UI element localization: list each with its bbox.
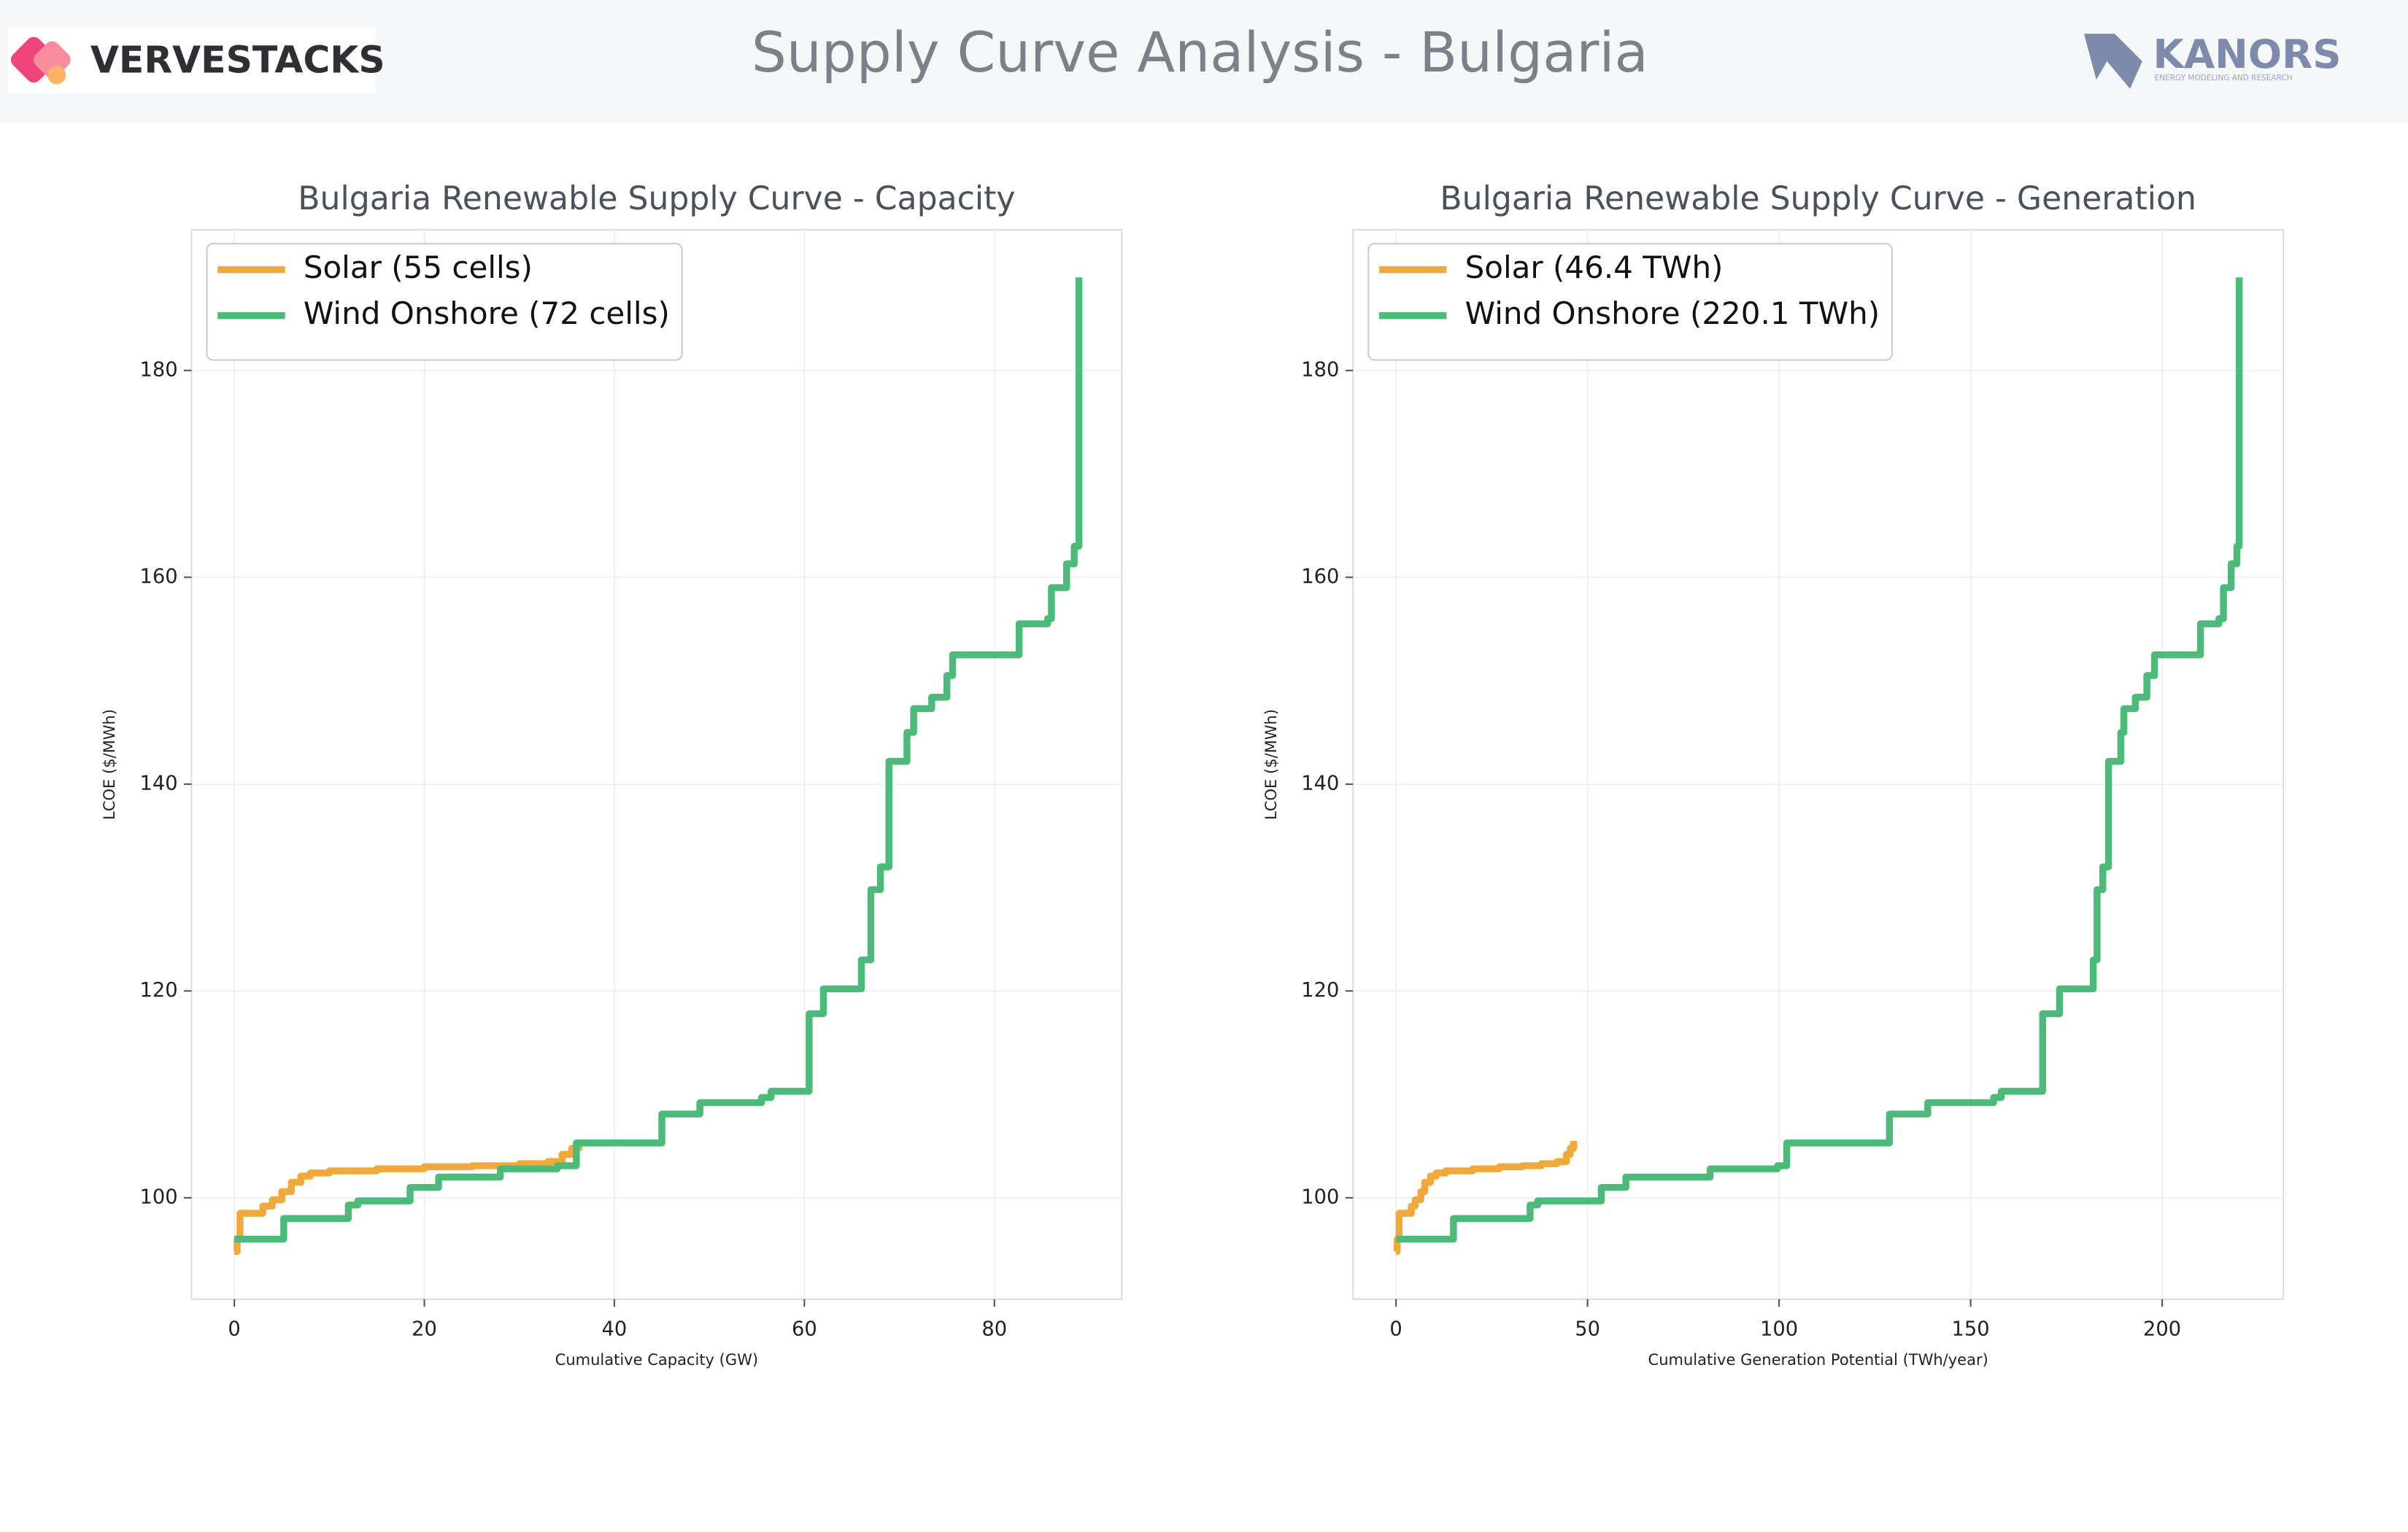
y-tick-label: 180 <box>1301 358 1339 381</box>
logo-right-text: KANORS <box>2153 31 2342 77</box>
plot-frame <box>190 228 1123 1300</box>
logo-left-text: VERVESTACKS <box>90 39 385 82</box>
plot-frame <box>1352 228 2285 1300</box>
x-tick-label: 40 <box>602 1318 628 1340</box>
legend-box <box>1367 242 1893 361</box>
x-tick-label: 50 <box>1575 1318 1600 1340</box>
y-tick-label: 140 <box>140 772 178 794</box>
y-axis-label: LCOE ($/MWh) <box>1262 709 1280 820</box>
y-tick-label: 100 <box>140 1185 178 1208</box>
x-tick-label: 100 <box>1760 1318 1798 1340</box>
chart-title: Bulgaria Renewable Supply Curve - Capaci… <box>298 180 1015 217</box>
series-line <box>1396 277 2243 1243</box>
legend-label: Solar (46.4 TWh) <box>1465 249 1724 285</box>
logo-right-subtext: ENERGY MODELING AND RESEARCH <box>2155 74 2293 82</box>
x-tick-label: 0 <box>1389 1318 1402 1340</box>
legend-box <box>206 242 683 361</box>
y-tick-label: 120 <box>140 979 178 1002</box>
chart-title: Bulgaria Renewable Supply Curve - Genera… <box>1440 180 2196 217</box>
legend-label: Solar (55 cells) <box>304 249 533 285</box>
page-title: Supply Curve Analysis - Bulgaria <box>752 20 1648 85</box>
x-tick-label: 0 <box>228 1318 240 1340</box>
y-tick-label: 140 <box>1301 772 1339 794</box>
y-tick-label: 100 <box>1301 1185 1339 1208</box>
x-tick-label: 20 <box>412 1318 437 1340</box>
logo-right-icon <box>2084 34 2142 89</box>
logo-left-icon <box>47 66 66 85</box>
series-line <box>234 277 1083 1243</box>
y-tick-label: 160 <box>1301 565 1339 588</box>
y-tick-label: 180 <box>140 358 178 381</box>
y-axis-label: LCOE ($/MWh) <box>101 709 118 820</box>
legend-label: Wind Onshore (220.1 TWh) <box>1465 295 1880 331</box>
y-tick-label: 160 <box>140 565 178 588</box>
x-axis-label: Cumulative Capacity (GW) <box>555 1351 758 1369</box>
y-tick-label: 120 <box>1301 979 1339 1002</box>
x-tick-label: 60 <box>792 1318 817 1340</box>
header-bar <box>0 0 2408 123</box>
series-line <box>1393 1140 1578 1256</box>
legend-label: Wind Onshore (72 cells) <box>304 295 670 331</box>
x-tick-label: 80 <box>981 1318 1007 1340</box>
series-line <box>234 1140 583 1256</box>
x-tick-label: 200 <box>2143 1318 2181 1340</box>
x-tick-label: 150 <box>1952 1318 1990 1340</box>
x-axis-label: Cumulative Generation Potential (TWh/yea… <box>1648 1351 1988 1369</box>
